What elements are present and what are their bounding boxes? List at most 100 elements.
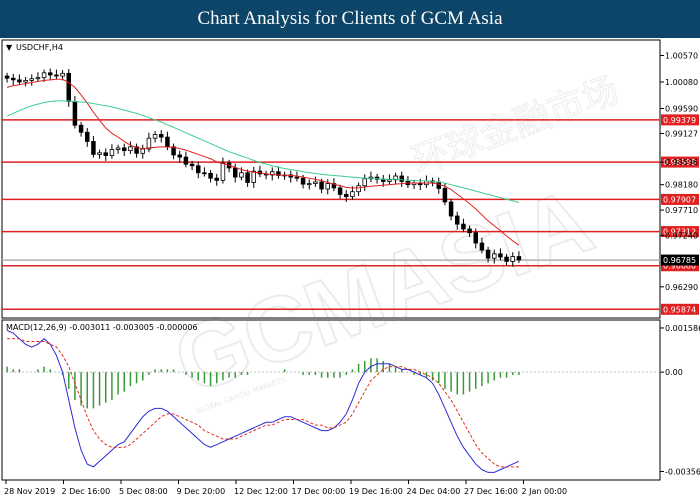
- level-tag: [661, 260, 699, 272]
- time-axis-label: 28 Nov 2019: [4, 487, 55, 496]
- candle-body: [393, 175, 398, 181]
- candle-body: [152, 134, 158, 139]
- candle-body: [467, 228, 472, 234]
- price-tick-label: 0.97710: [665, 206, 698, 215]
- level-label: 0.96680: [663, 262, 696, 271]
- candle-body: [35, 77, 41, 80]
- moving-average-slow-line: [6, 100, 520, 203]
- candle-body: [294, 176, 300, 179]
- candle-body: [165, 136, 170, 148]
- candle-body: [442, 188, 448, 203]
- price-tick-label: 1.00080: [665, 78, 698, 87]
- candle-body: [300, 177, 306, 185]
- price-tick-label: 0.96290: [665, 283, 698, 292]
- candle-body: [491, 253, 497, 259]
- candle-body: [239, 172, 244, 178]
- price-tick-label: 1.00570: [665, 52, 698, 61]
- time-axis-label: 2 Jan 00:00: [522, 487, 568, 496]
- level-tag: [661, 193, 699, 205]
- candle-body: [387, 179, 392, 182]
- symbol-label: USDCHF,H4: [16, 43, 63, 52]
- time-axis-label: 19 Dec 16:00: [349, 487, 403, 496]
- macd-main-line: [6, 329, 520, 473]
- level-label: 0.95874: [663, 305, 696, 314]
- candle-body: [448, 201, 454, 217]
- chart-banner-title: Chart Analysis for Clients of GCM Asia: [0, 0, 700, 38]
- candle-body: [48, 72, 53, 76]
- chart-canvas: GCMASIA 环球金融市场 GLOBAL CAPITAL MARKETS 0.…: [1, 39, 700, 496]
- candle-body: [97, 152, 102, 155]
- candle-body: [276, 171, 281, 176]
- candle-body: [232, 167, 238, 178]
- candle-body: [479, 242, 485, 251]
- candle-body: [362, 178, 367, 187]
- level-label: 0.97907: [663, 195, 696, 204]
- candle-body: [66, 72, 72, 102]
- candle-body: [504, 256, 509, 262]
- macd-label: MACD(12,26,9) -0.003011 -0.003005 -0.000…: [6, 323, 198, 332]
- time-axis-label: 2 Dec 16:00: [62, 487, 111, 496]
- candle-body: [41, 72, 47, 79]
- candle-body: [473, 232, 478, 244]
- candle-body: [516, 256, 522, 261]
- price-panel: [1, 39, 661, 319]
- candle-body: [85, 131, 90, 142]
- candle-body: [399, 175, 404, 182]
- candle-body: [72, 101, 78, 126]
- candle-body: [17, 79, 22, 83]
- price-tick-label: 0.98596: [665, 158, 698, 167]
- candle-body: [29, 78, 34, 81]
- candle-body: [313, 181, 318, 184]
- candle-body: [115, 147, 121, 150]
- macd-tick-label: -0.003565: [665, 467, 700, 476]
- candle-body: [436, 181, 441, 189]
- candle-body: [158, 134, 164, 138]
- candle-body: [195, 165, 201, 174]
- chart-down-arrow-icon[interactable]: ▼: [6, 43, 13, 52]
- candle-body: [10, 77, 16, 81]
- macd-tick-label: 0.00: [665, 368, 683, 377]
- price-tick-label: 0.99127: [665, 129, 698, 138]
- candle-body: [183, 156, 189, 165]
- candle-body: [245, 172, 250, 183]
- candle-body: [54, 74, 59, 77]
- candle-body: [189, 163, 195, 167]
- current-price-label: 0.96785: [663, 256, 696, 265]
- candle-body: [306, 183, 312, 185]
- candle-body: [177, 154, 182, 158]
- current-price-tag: [661, 254, 699, 266]
- candle-body: [343, 194, 349, 197]
- level-label: 0.98598: [663, 158, 696, 167]
- time-axis-label: 27 Dec 16:00: [464, 487, 518, 496]
- candle-body: [134, 146, 139, 154]
- candle-body: [109, 149, 115, 156]
- time-axis-label: 17 Dec 00:00: [292, 487, 346, 496]
- candle-body: [78, 124, 84, 133]
- candle-body: [171, 146, 176, 156]
- time-axis-label: 24 Dec 04:00: [407, 487, 461, 496]
- candle-body: [325, 183, 330, 190]
- candle-body: [140, 148, 145, 154]
- candle-body: [122, 147, 127, 152]
- level-tag: [661, 156, 699, 168]
- moving-average-fast-line: [6, 78, 520, 246]
- candle-body: [220, 162, 226, 181]
- price-tick-label: 0.97240: [665, 231, 698, 240]
- candle-body: [319, 181, 324, 190]
- candle-body: [23, 79, 28, 83]
- candle-body: [91, 141, 96, 155]
- candle-body: [337, 187, 343, 195]
- candle-body: [510, 256, 515, 262]
- candle-body: [103, 152, 109, 156]
- candle-body: [208, 172, 213, 179]
- level-tag: [661, 226, 699, 238]
- candle-body: [128, 146, 133, 152]
- candle-body: [60, 72, 65, 77]
- price-tick-label: 0.98180: [665, 181, 698, 190]
- macd-signal-line: [7, 338, 519, 468]
- candle-body: [251, 170, 256, 183]
- level-tag: [661, 114, 699, 126]
- candle-body: [454, 215, 460, 225]
- time-axis-label: 12 Dec 12:00: [234, 487, 288, 496]
- candle-body: [146, 137, 152, 150]
